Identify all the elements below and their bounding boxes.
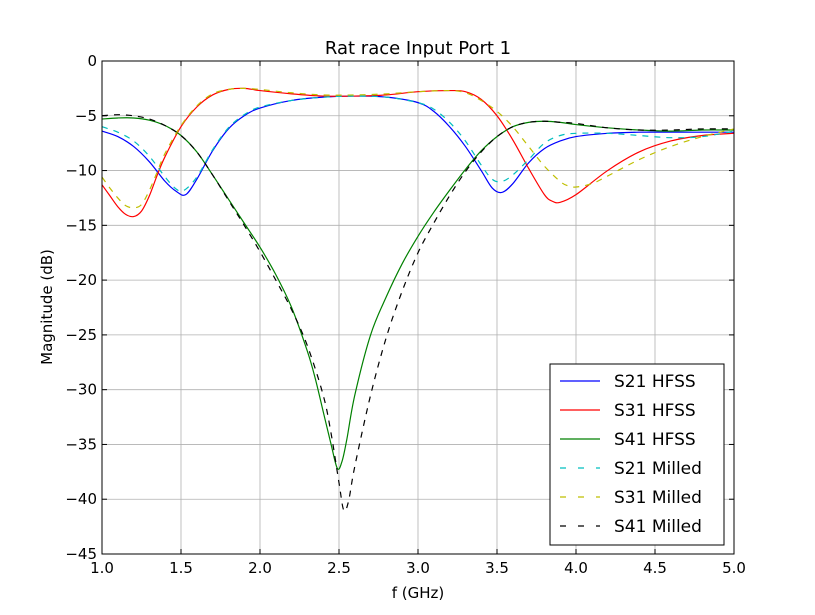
x-tick-label: 1.5 [169, 559, 193, 577]
y-tick-label: −25 [65, 326, 97, 344]
x-tick-label: 2.0 [248, 559, 272, 577]
ticks: 1.0 1.5 2.0 2.5 3.0 3.5 4.0 4.5 5.0 0 −5 −10 −15 −20 −… [65, 52, 746, 577]
y-tick-label: −30 [65, 381, 97, 399]
x-tick-label: 2.5 [327, 559, 351, 577]
series-line-s31-milled [101, 87, 735, 209]
legend-label: S41 Milled [614, 517, 702, 537]
x-tick-label: 5.0 [722, 559, 746, 577]
y-tick-label: −45 [65, 545, 97, 563]
legend-label: S41 HFSS [614, 430, 696, 450]
series-line-s31-hfss [101, 87, 735, 218]
legend: S21 HFSS S31 HFSS S41 HFSS S21 Milled S31 Mi… [549, 363, 725, 546]
y-tick-label: −15 [65, 216, 97, 234]
x-axis-label: f (GHz) [392, 584, 445, 602]
y-axis-label: Magnitude (dB) [38, 249, 56, 365]
legend-label: S21 HFSS [614, 372, 696, 392]
y-tick-label: −20 [65, 271, 97, 289]
y-tick-label: −35 [65, 435, 97, 453]
x-tick-label: 1.0 [90, 559, 114, 577]
x-tick-label: 3.5 [485, 559, 509, 577]
y-tick-label: −40 [65, 490, 97, 508]
y-tick-label: −5 [75, 107, 97, 125]
x-tick-label: 4.5 [643, 559, 667, 577]
x-tick-label: 3.0 [406, 559, 430, 577]
x-tick-label: 4.0 [564, 559, 588, 577]
y-tick-label: −10 [65, 162, 97, 180]
chart-title: Rat race Input Port 1 [325, 38, 511, 59]
y-tick-label: 0 [87, 52, 97, 70]
legend-label: S21 Milled [614, 459, 702, 479]
legend-box [549, 363, 725, 546]
legend-label: S31 HFSS [614, 401, 696, 421]
plot-lines [101, 87, 735, 512]
legend-label: S31 Milled [614, 488, 702, 508]
series-line-s21-hfss [101, 95, 734, 196]
series-line-s41-milled [101, 114, 735, 512]
series-line-s21-milled [101, 95, 735, 192]
